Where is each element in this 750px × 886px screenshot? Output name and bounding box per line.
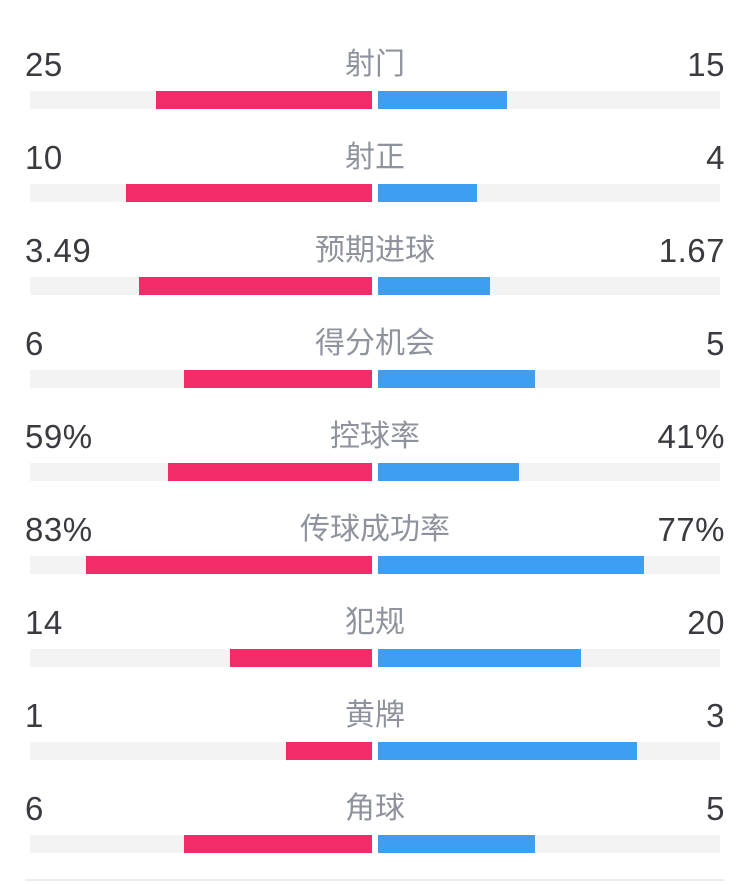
home-track-half — [30, 742, 375, 760]
stat-bar-track — [30, 835, 720, 853]
bottom-divider — [25, 879, 725, 881]
stat-label: 射正 — [345, 141, 405, 174]
away-bar — [378, 277, 490, 295]
stat-label: 控球率 — [330, 420, 420, 453]
home-bar — [229, 649, 372, 667]
stat-bar-track — [30, 91, 720, 109]
home-value: 6 — [25, 325, 44, 362]
home-track-half — [30, 370, 375, 388]
home-track-half — [30, 184, 375, 202]
home-value: 3.49 — [25, 232, 92, 269]
stat-header: 6 角球 5 — [25, 788, 725, 830]
stat-bar-track — [30, 277, 720, 295]
stat-row: 59% 控球率 41% — [0, 416, 750, 509]
stat-label: 犯规 — [345, 606, 405, 639]
away-value: 1.67 — [658, 232, 725, 269]
home-value: 1 — [25, 697, 44, 734]
away-bar — [378, 370, 535, 388]
away-bar — [378, 835, 535, 853]
home-bar — [138, 277, 372, 295]
home-track-half — [30, 91, 375, 109]
home-value: 14 — [25, 604, 63, 641]
away-track-half — [375, 463, 720, 481]
away-track-half — [375, 556, 720, 574]
home-track-half — [30, 649, 375, 667]
away-value: 41% — [657, 418, 725, 455]
home-bar — [156, 91, 372, 109]
home-value: 25 — [25, 46, 63, 83]
stat-header: 83% 传球成功率 77% — [25, 509, 725, 551]
stat-header: 10 射正 4 — [25, 137, 725, 179]
stat-header: 14 犯规 20 — [25, 602, 725, 644]
stat-row: 6 得分机会 5 — [0, 323, 750, 416]
away-value: 20 — [687, 604, 725, 641]
stat-header: 1 黄牌 3 — [25, 695, 725, 737]
home-bar — [168, 463, 372, 481]
away-value: 5 — [706, 790, 725, 827]
away-value: 4 — [706, 139, 725, 176]
away-bar — [378, 463, 520, 481]
home-bar — [285, 742, 372, 760]
home-value: 6 — [25, 790, 44, 827]
away-track-half — [375, 91, 720, 109]
stat-row: 14 犯规 20 — [0, 602, 750, 695]
away-value: 5 — [706, 325, 725, 362]
away-bar — [378, 649, 581, 667]
home-bar — [85, 556, 372, 574]
stat-bar-track — [30, 463, 720, 481]
stat-bar-track — [30, 742, 720, 760]
away-track-half — [375, 742, 720, 760]
away-bar — [378, 91, 508, 109]
home-value: 83% — [25, 511, 93, 548]
stat-header: 59% 控球率 41% — [25, 416, 725, 458]
stat-row: 10 射正 4 — [0, 137, 750, 230]
away-value: 15 — [687, 46, 725, 83]
stat-row: 3.49 预期进球 1.67 — [0, 230, 750, 323]
away-track-half — [375, 184, 720, 202]
stat-header: 25 射门 15 — [25, 44, 725, 86]
home-bar — [125, 184, 372, 202]
stat-header: 6 得分机会 5 — [25, 323, 725, 365]
stat-label: 射门 — [345, 48, 405, 81]
home-track-half — [30, 277, 375, 295]
stat-rows-container: 25 射门 15 10 射正 4 3 — [0, 44, 750, 881]
stat-label: 得分机会 — [315, 327, 435, 360]
stat-bar-track — [30, 556, 720, 574]
stat-row: 6 角球 5 — [0, 788, 750, 881]
stat-bar-track — [30, 649, 720, 667]
away-value: 3 — [706, 697, 725, 734]
home-value: 10 — [25, 139, 63, 176]
stat-bar-track — [30, 370, 720, 388]
stat-header: 3.49 预期进球 1.67 — [25, 230, 725, 272]
home-bar — [183, 370, 372, 388]
away-bar — [378, 556, 644, 574]
stat-label: 传球成功率 — [300, 513, 450, 546]
away-track-half — [375, 370, 720, 388]
away-track-half — [375, 649, 720, 667]
home-bar — [183, 835, 372, 853]
stat-label: 黄牌 — [345, 699, 405, 732]
home-track-half — [30, 463, 375, 481]
stat-row: 1 黄牌 3 — [0, 695, 750, 788]
stat-label: 角球 — [345, 792, 405, 825]
stat-row: 83% 传球成功率 77% — [0, 509, 750, 602]
away-track-half — [375, 835, 720, 853]
home-value: 59% — [25, 418, 93, 455]
away-bar — [378, 742, 637, 760]
stat-bar-track — [30, 184, 720, 202]
away-bar — [378, 184, 477, 202]
stat-label: 预期进球 — [315, 234, 435, 267]
away-track-half — [375, 277, 720, 295]
stat-row: 25 射门 15 — [0, 44, 750, 137]
away-value: 77% — [657, 511, 725, 548]
home-track-half — [30, 556, 375, 574]
home-track-half — [30, 835, 375, 853]
